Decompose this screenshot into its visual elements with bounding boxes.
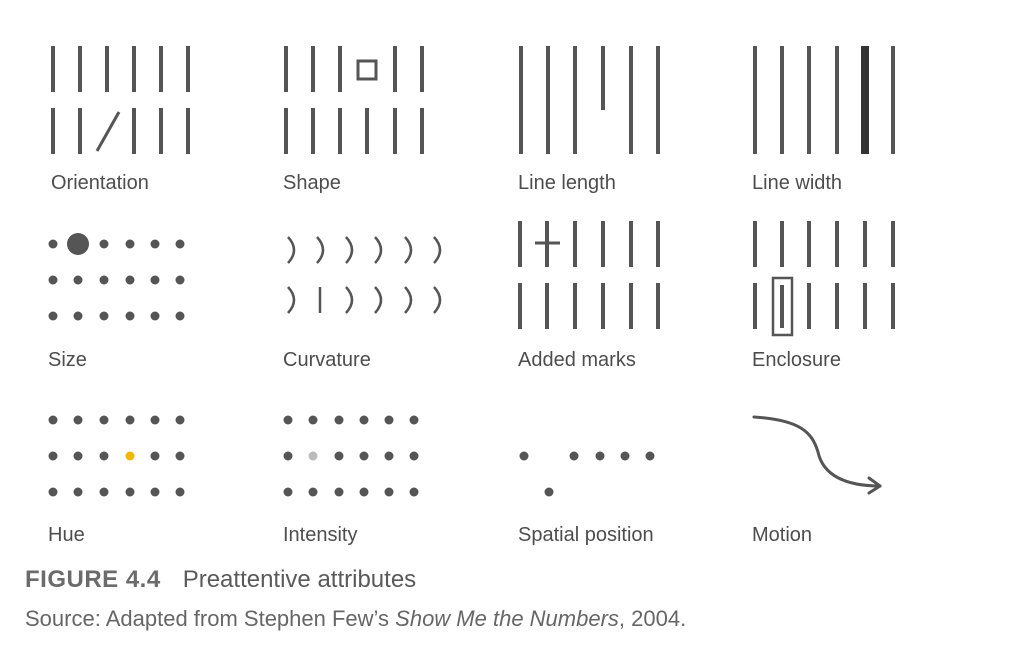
source-suffix: , 2004. [618,606,687,631]
intensity-sample [283,415,419,497]
figure-number: FIGURE 4.4 [25,566,161,593]
source-prefix: Source: Adapted from Stephen Few’s [25,606,396,631]
orientation-sample [51,46,190,154]
offset-dot [544,487,554,497]
label-line-length: Line length [518,172,616,194]
added-marks-sample [518,221,660,329]
motion-sample [752,415,882,495]
line-length-sample [519,46,660,154]
label-size: Size [48,349,87,371]
label-line-width: Line width [752,172,842,194]
enclosure-box [771,276,794,337]
preattentive-attributes-figure: Orientation Shape Line length Line width… [48,46,895,546]
label-spatial-position: Spatial position [518,524,654,546]
source-note: Source: Adapted from Stephen Few’s Show … [25,606,686,632]
line-width-sample [753,46,895,154]
label-curvature: Curvature [283,349,371,371]
hue-sample [48,415,185,497]
size-sample [48,233,185,321]
square-mark [356,59,378,81]
label-intensity: Intensity [283,524,357,546]
shape-sample [284,46,424,154]
spatial-position-sample [519,451,655,497]
label-enclosure: Enclosure [752,349,841,371]
hue-highlight-dot [125,451,135,461]
label-orientation: Orientation [51,172,149,194]
intensity-highlight-dot [308,451,318,461]
label-motion: Motion [752,524,812,546]
figure-title: Preattentive attributes [182,566,417,593]
label-hue: Hue [48,524,85,546]
large-dot [67,233,89,255]
enclosure-sample [753,221,895,337]
arrow-head-icon [867,476,882,495]
source-book-title: Show Me the Numbers [395,606,619,631]
curvature-sample [287,236,442,314]
label-shape: Shape [283,172,341,194]
tilted-line [95,111,121,152]
label-added-marks: Added marks [518,349,636,371]
figure-caption: FIGURE 4.4 Preattentive attributes [25,566,416,594]
